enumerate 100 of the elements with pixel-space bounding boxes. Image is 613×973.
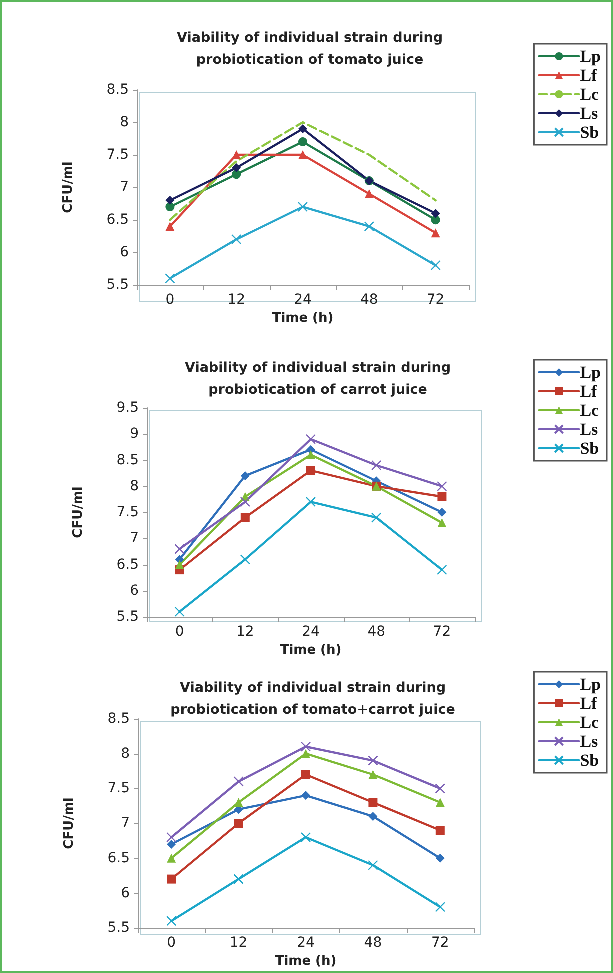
- chart-title: Viability of individual strain during probiotication of tomato+carrot juice: [170, 680, 456, 718]
- legend-label: Lc: [580, 85, 600, 104]
- x-tick-label: 0: [167, 935, 176, 952]
- y-tick-label: 8: [121, 746, 130, 762]
- y-tick-label: 6: [120, 244, 130, 261]
- y-tick-label: 8.5: [108, 711, 130, 727]
- legend-label: Lf: [580, 66, 598, 85]
- point: [306, 450, 316, 460]
- point: [232, 164, 242, 173]
- y-tick-label: 7: [121, 816, 130, 832]
- y-tick-label: 6: [121, 885, 130, 902]
- x-tick-label: 48: [368, 624, 386, 640]
- point: [234, 798, 244, 808]
- point: [298, 138, 308, 147]
- x-tick-label: 24: [294, 292, 312, 308]
- point: [240, 496, 250, 508]
- point: [436, 826, 445, 836]
- y-tick-label: 9: [130, 426, 139, 442]
- y-tick-label: 8.5: [106, 82, 129, 98]
- legend-label: Ls: [580, 732, 599, 751]
- point: [438, 518, 447, 528]
- point: [435, 902, 446, 912]
- point: [234, 819, 244, 828]
- point: [167, 840, 176, 849]
- point: [368, 798, 378, 808]
- point: [431, 216, 440, 225]
- point: [302, 749, 310, 758]
- x-axis-title: Time (h): [272, 311, 334, 326]
- chart-title: Viability of individual strain during probiotication of carrot juice: [185, 360, 451, 398]
- point: [174, 606, 185, 617]
- legend-label: Lf: [580, 382, 598, 401]
- x-tick-label: 12: [228, 292, 246, 308]
- point: [234, 776, 244, 787]
- point: [306, 434, 316, 444]
- y-tick-label: 8: [120, 114, 129, 131]
- point: [438, 492, 447, 502]
- legend-label: Lc: [580, 713, 600, 732]
- point: [165, 273, 176, 284]
- y-tick-label: 5.5: [108, 920, 130, 936]
- point: [368, 812, 378, 822]
- point: [232, 150, 242, 160]
- x-tick-label: 72: [426, 292, 445, 308]
- point: [364, 190, 374, 199]
- point: [436, 854, 445, 863]
- x-tick-label: 72: [431, 935, 450, 952]
- y-tick-label: 7.5: [106, 147, 129, 164]
- y-tick-label: 7: [120, 180, 129, 196]
- point: [300, 742, 312, 752]
- x-tick-label: 24: [302, 624, 320, 640]
- x-tick-label: 12: [230, 935, 248, 952]
- legend-label: Ls: [580, 420, 599, 439]
- point: [438, 508, 447, 518]
- legend-label: Sb: [580, 439, 600, 458]
- y-axis-title: CFU/ml: [62, 798, 77, 850]
- y-axis-title: CFU/ml: [61, 162, 76, 214]
- point: [430, 260, 441, 271]
- point: [232, 170, 242, 180]
- x-tick-label: 48: [364, 935, 382, 952]
- point: [306, 496, 316, 508]
- x-tick-label: 12: [236, 624, 254, 640]
- point: [437, 564, 448, 576]
- point: [166, 196, 175, 206]
- point: [175, 560, 184, 570]
- y-tick-label: 7.5: [116, 504, 139, 521]
- chart-title: Viability of individual strain during probiotication of tomato juice: [177, 30, 443, 68]
- point: [431, 209, 440, 218]
- x-tick-label: 72: [433, 624, 452, 640]
- point: [166, 916, 177, 926]
- point: [166, 222, 175, 232]
- y-tick-label: 8.5: [116, 452, 139, 468]
- y-tick-label: 6.5: [108, 850, 130, 866]
- legend-label: Lf: [580, 694, 598, 713]
- y-tick-label: 7: [130, 530, 139, 547]
- point: [166, 202, 175, 212]
- point: [166, 832, 177, 843]
- point: [368, 860, 378, 870]
- point: [240, 513, 250, 522]
- point: [300, 832, 312, 843]
- legend-label: Sb: [580, 123, 600, 142]
- point: [364, 221, 374, 232]
- legend-label: Lp: [580, 47, 602, 66]
- point: [436, 798, 445, 808]
- point: [298, 150, 308, 160]
- y-tick-label: 6.5: [116, 556, 139, 573]
- x-tick-label: 24: [297, 935, 315, 952]
- y-tick-label: 6.5: [106, 212, 129, 228]
- point: [306, 466, 316, 476]
- y-tick-label: 7.5: [108, 780, 130, 797]
- point: [234, 874, 244, 884]
- x-axis-title: Time (h): [280, 643, 342, 658]
- legend-label: Lp: [580, 363, 602, 382]
- point: [232, 234, 242, 245]
- point: [174, 544, 185, 554]
- x-tick-label: 48: [360, 292, 378, 308]
- legend-label: Lp: [580, 675, 602, 694]
- point: [167, 874, 176, 884]
- y-tick-label: 9.5: [116, 400, 139, 416]
- x-axis-title: Time (h): [275, 954, 337, 969]
- point: [372, 512, 382, 523]
- point: [167, 854, 176, 863]
